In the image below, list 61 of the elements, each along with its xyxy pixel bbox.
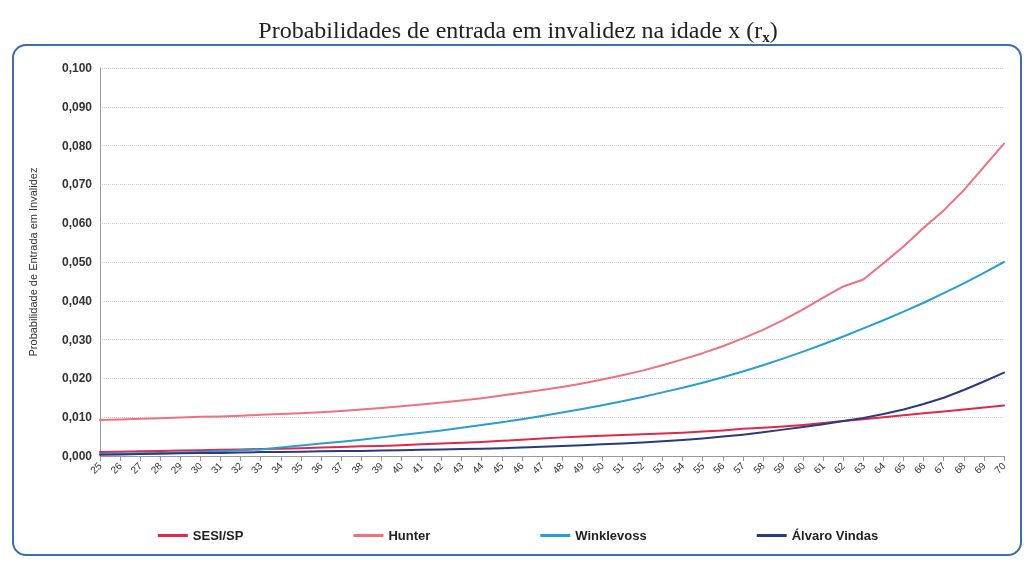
x-tick-label: 44 xyxy=(469,459,486,476)
x-tick-label: 64 xyxy=(871,459,888,476)
y-tick-label: 0,030 xyxy=(61,332,93,347)
x-tick-label: 30 xyxy=(188,459,205,476)
x-tick-label: 66 xyxy=(911,459,928,476)
x-tick-label: 26 xyxy=(108,459,125,476)
x-tick-label: 31 xyxy=(208,459,225,476)
y-tick-label: 0,040 xyxy=(61,293,93,308)
x-tick-label: 49 xyxy=(570,459,587,476)
x-tick-label: 65 xyxy=(891,459,908,476)
x-tick-label: 45 xyxy=(490,459,506,476)
x-tick-label: 70 xyxy=(992,459,1009,476)
legend-label: SESI/SP xyxy=(192,528,244,543)
x-tick-label: 32 xyxy=(228,459,245,476)
x-tick-label: 48 xyxy=(550,459,567,476)
x-tick-label: 46 xyxy=(510,459,527,476)
x-tick-label: 41 xyxy=(409,459,426,476)
y-tick-label: 0,080 xyxy=(61,138,93,153)
x-tick-label: 28 xyxy=(148,459,165,476)
x-tick-label: 36 xyxy=(309,459,326,476)
y-tick-label: 0,050 xyxy=(61,255,93,269)
x-tick-label: 68 xyxy=(952,459,969,476)
x-tick-label: 27 xyxy=(128,459,145,476)
x-tick-label: 40 xyxy=(389,459,406,476)
x-tick-label: 35 xyxy=(289,459,306,476)
x-tick-label: 50 xyxy=(590,459,607,476)
x-tick-label: 58 xyxy=(751,459,768,476)
y-tick-label: 0,090 xyxy=(61,99,93,114)
legend-label: Álvaro Vindas xyxy=(791,528,879,543)
x-tick-label: 53 xyxy=(650,459,667,476)
legend-label: Winklevoss xyxy=(575,528,647,543)
x-tick-label: 62 xyxy=(831,459,848,476)
y-tick-label: 0,070 xyxy=(61,177,93,192)
x-tick-label: 61 xyxy=(811,459,828,476)
x-tick-label: 47 xyxy=(530,459,547,476)
legend-label: Hunter xyxy=(388,528,431,543)
y-axis-title: Probabilidade de Entrada em Invalidez xyxy=(26,167,39,357)
x-tick-label: 33 xyxy=(248,459,265,476)
x-tick-label: 57 xyxy=(731,459,748,476)
x-tick-label: 59 xyxy=(771,459,788,476)
y-tick-label: 0,100 xyxy=(61,61,93,75)
x-tick-label: 34 xyxy=(269,459,285,476)
x-tick-label: 52 xyxy=(630,459,647,476)
x-tick-label: 55 xyxy=(690,459,707,476)
x-tick-label: 54 xyxy=(670,459,687,476)
x-tick-label: 63 xyxy=(851,459,868,476)
x-tick-label: 39 xyxy=(369,459,386,476)
y-tick-label: 0,010 xyxy=(61,410,93,425)
x-tick-label: 43 xyxy=(449,459,466,476)
x-tick-label: 67 xyxy=(931,459,948,476)
line-series xyxy=(99,142,1005,421)
x-tick-label: 60 xyxy=(791,459,808,476)
x-tick-label: 42 xyxy=(429,459,446,476)
x-tick-label: 51 xyxy=(610,459,627,476)
y-tick-label: 0,060 xyxy=(61,216,93,231)
x-tick-label: 38 xyxy=(349,459,366,476)
x-tick-label: 37 xyxy=(329,459,346,476)
x-tick-label: 69 xyxy=(972,459,989,476)
y-tick-label: 0,020 xyxy=(61,371,93,386)
x-tick-label: 56 xyxy=(711,459,727,476)
x-tick-label: 29 xyxy=(168,459,185,476)
